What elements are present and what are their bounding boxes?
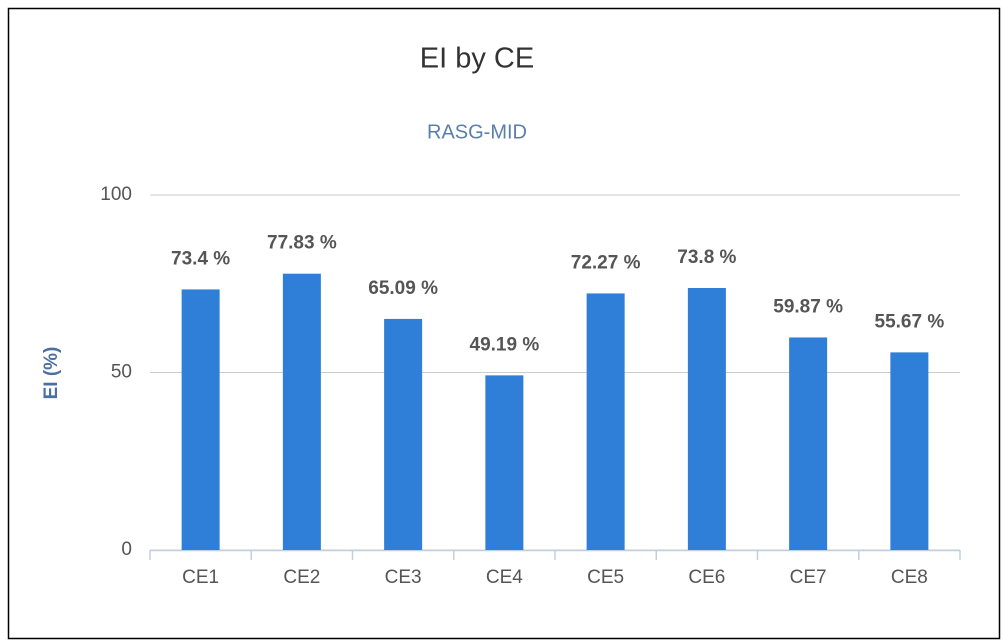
data-label: 55.67 % bbox=[875, 311, 945, 332]
chart-subtitle: RASG-MID bbox=[427, 121, 527, 143]
x-tick-label: CE4 bbox=[486, 567, 523, 588]
bar bbox=[384, 318, 423, 550]
x-tick-label: CE8 bbox=[891, 567, 928, 588]
data-label: 73.8 % bbox=[677, 247, 736, 268]
bar bbox=[687, 288, 726, 550]
x-tick-label: CE7 bbox=[790, 567, 827, 588]
data-label: 77.83 % bbox=[267, 233, 337, 254]
bar bbox=[890, 352, 929, 550]
y-tick-label: 50 bbox=[111, 362, 132, 383]
bar bbox=[586, 293, 625, 550]
x-tick-label: CE6 bbox=[688, 567, 725, 588]
data-label: 72.27 % bbox=[571, 252, 641, 273]
x-tick-label: CE5 bbox=[587, 567, 624, 588]
x-tick-label: CE1 bbox=[182, 567, 219, 588]
y-axis-label: EI (%) bbox=[41, 347, 62, 400]
data-label: 59.87 % bbox=[773, 296, 843, 317]
bar bbox=[181, 289, 220, 550]
data-label: 65.09 % bbox=[368, 278, 438, 299]
x-tick-label: CE3 bbox=[385, 567, 422, 588]
x-tick-label: CE2 bbox=[283, 567, 320, 588]
data-label: 73.4 % bbox=[171, 248, 230, 269]
bar bbox=[789, 337, 828, 550]
data-label: 49.19 % bbox=[470, 334, 540, 355]
y-tick-label: 0 bbox=[121, 539, 132, 560]
bar bbox=[282, 273, 321, 550]
bar bbox=[485, 375, 524, 550]
y-tick-label: 100 bbox=[100, 184, 132, 205]
chart-title: EI by CE bbox=[420, 43, 534, 75]
